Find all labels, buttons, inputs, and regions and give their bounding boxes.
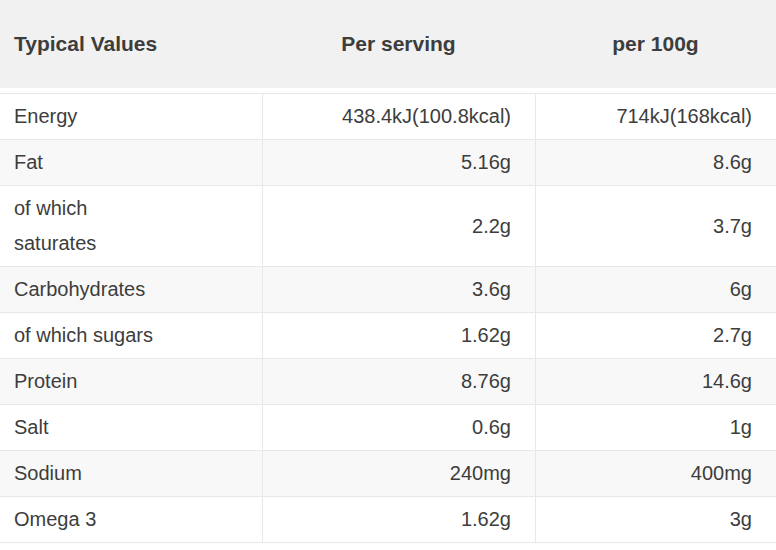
nutrient-name: Fat <box>14 145 43 180</box>
nutrient-name: Omega 3 <box>14 502 96 537</box>
per-100g-value-cell: 714kJ(168kcal) <box>535 94 776 139</box>
per-serving-value-cell: 8.76g <box>262 359 535 404</box>
per-100g-value-cell: 1g <box>535 405 776 450</box>
table-header-row: Typical Values Per serving per 100g <box>0 0 776 88</box>
column-header-per-serving: Per serving <box>262 32 535 56</box>
per-serving-value-cell: 1.62g <box>262 313 535 358</box>
per-100g-value-cell: 400mg <box>535 451 776 496</box>
per-serving-value-cell: 2.2g <box>262 186 535 266</box>
nutrient-name-cell: Energy <box>0 94 262 139</box>
nutrient-name-cell: of which saturates <box>0 186 262 266</box>
table-row-carbohydrates: Carbohydrates 3.6g 6g <box>0 267 776 313</box>
per-serving-value-cell: 5.16g <box>262 140 535 185</box>
per-100g-value-cell: 14.6g <box>535 359 776 404</box>
nutrient-name: Salt <box>14 410 48 445</box>
per-100g-value-cell: 8.6g <box>535 140 776 185</box>
table-row-of-which-saturates: of which saturates 2.2g 3.7g <box>0 186 776 267</box>
table-row-protein: Protein 8.76g 14.6g <box>0 359 776 405</box>
nutrient-name-cell: Protein <box>0 359 262 404</box>
nutrient-name: of which saturates <box>14 191 144 261</box>
column-header-per-100g: per 100g <box>535 32 776 56</box>
per-serving-value-cell: 3.6g <box>262 267 535 312</box>
per-serving-value-cell: 438.4kJ(100.8kcal) <box>262 94 535 139</box>
nutrient-name: Energy <box>14 99 77 134</box>
nutrient-name-cell: Fat <box>0 140 262 185</box>
nutrition-table: Typical Values Per serving per 100g Ener… <box>0 0 776 543</box>
table-row-sodium: Sodium 240mg 400mg <box>0 451 776 497</box>
table-row-of-which-sugars: of which sugars 1.62g 2.7g <box>0 313 776 359</box>
per-serving-value-cell: 0.6g <box>262 405 535 450</box>
table-body: Energy 438.4kJ(100.8kcal) 714kJ(168kcal)… <box>0 93 776 543</box>
per-serving-value-cell: 240mg <box>262 451 535 496</box>
per-serving-value-cell: 1.62g <box>262 497 535 542</box>
nutrient-name-cell: Sodium <box>0 451 262 496</box>
table-row-salt: Salt 0.6g 1g <box>0 405 776 451</box>
per-100g-value-cell: 2.7g <box>535 313 776 358</box>
nutrient-name-cell: Salt <box>0 405 262 450</box>
per-100g-value-cell: 3.7g <box>535 186 776 266</box>
nutrient-name-cell: of which sugars <box>0 313 262 358</box>
nutrient-name-cell: Omega 3 <box>0 497 262 542</box>
nutrient-name: of which sugars <box>14 318 153 353</box>
table-row-energy: Energy 438.4kJ(100.8kcal) 714kJ(168kcal) <box>0 94 776 140</box>
nutrition-page: Typical Values Per serving per 100g Ener… <box>0 0 776 550</box>
per-100g-value-cell: 6g <box>535 267 776 312</box>
per-100g-value-cell: 3g <box>535 497 776 542</box>
column-header-typical-values: Typical Values <box>0 32 262 56</box>
nutrient-name: Carbohydrates <box>14 272 145 307</box>
nutrient-name: Protein <box>14 364 77 399</box>
nutrient-name-cell: Carbohydrates <box>0 267 262 312</box>
table-row-omega-3: Omega 3 1.62g 3g <box>0 497 776 543</box>
table-row-fat: Fat 5.16g 8.6g <box>0 140 776 186</box>
nutrient-name: Sodium <box>14 456 82 491</box>
